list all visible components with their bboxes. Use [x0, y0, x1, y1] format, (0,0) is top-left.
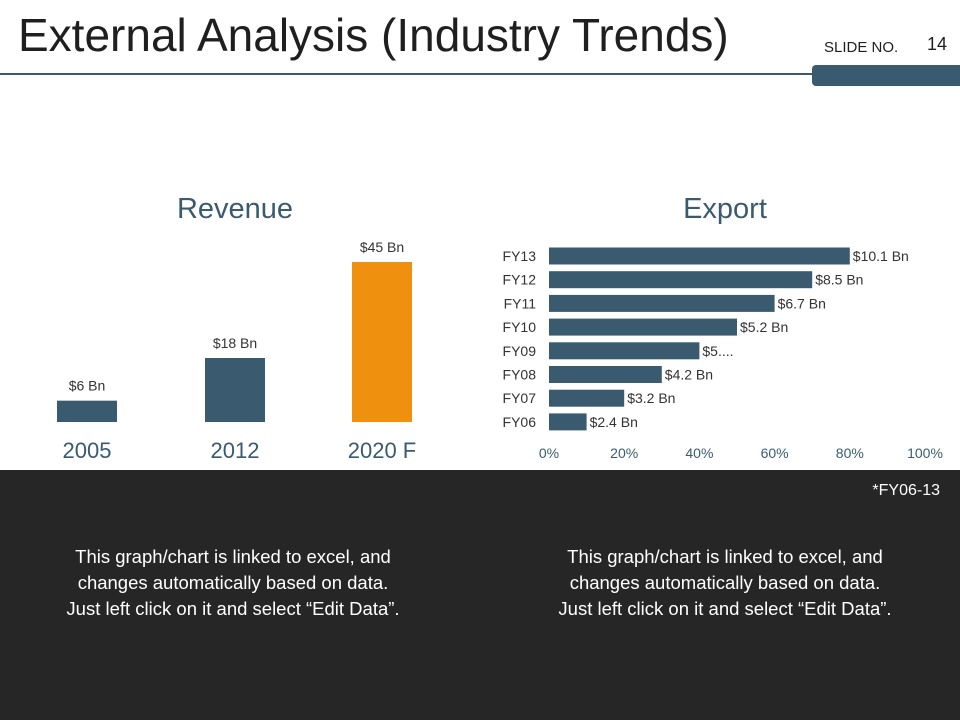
export-bar: [549, 294, 775, 312]
export-bar-label: $3.2 Bn: [627, 390, 675, 406]
revenue-category-label: 2005: [63, 438, 112, 463]
export-x-tick: 60%: [761, 445, 789, 461]
export-chart-title: Export: [683, 193, 767, 225]
export-bar-label: $8.5 Bn: [815, 272, 863, 288]
revenue-category-label: 2020 F: [348, 438, 417, 463]
export-category-label: FY08: [503, 367, 537, 383]
slide-number-label: SLIDE NO.: [824, 39, 899, 56]
export-bar-label: $2.4 Bn: [590, 414, 638, 430]
title-divider: [0, 73, 830, 75]
export-category-label: FY11: [504, 295, 537, 311]
note-left: This graph/chart is linked to excel, and…: [66, 546, 400, 619]
revenue-category-label: 2012: [211, 438, 260, 463]
export-x-tick: 20%: [610, 445, 638, 461]
revenue-bar: [57, 400, 117, 422]
export-bar-label: $4.2 Bn: [665, 367, 713, 383]
export-bar-label: $5.2 Bn: [740, 319, 788, 335]
revenue-bar: [352, 262, 412, 422]
export-x-tick: 100%: [907, 445, 943, 461]
note-right: This graph/chart is linked to excel, and…: [558, 546, 892, 619]
export-category-label: FY06: [503, 414, 537, 430]
revenue-bar-label: $45 Bn: [360, 239, 404, 255]
footnote: *FY06-13: [872, 482, 940, 499]
revenue-bar: [205, 358, 265, 422]
export-bar-label: $6.7 Bn: [778, 295, 826, 311]
export-category-label: FY07: [503, 390, 537, 406]
export-bar: [549, 389, 625, 407]
export-bar: [549, 413, 587, 431]
export-x-tick: 40%: [685, 445, 713, 461]
export-category-label: FY10: [503, 319, 537, 335]
export-category-label: FY13: [503, 248, 537, 264]
revenue-bar-label: $18 Bn: [213, 335, 257, 351]
export-bar: [549, 342, 700, 360]
export-bar: [549, 318, 737, 336]
revenue-chart-title: Revenue: [176, 193, 294, 225]
export-x-tick: 0%: [539, 445, 559, 461]
export-category-label: FY09: [503, 343, 537, 359]
revenue-bar-label: $6 Bn: [69, 378, 106, 394]
slide-number: 14: [927, 34, 948, 54]
export-bar-label: $10.1 Bn: [853, 248, 909, 264]
export-bar: [549, 366, 662, 383]
export-bar: [549, 247, 850, 265]
notes-panel: *FY06-13 This graph/chart is linked to e…: [0, 470, 960, 720]
page-title: External Analysis (Industry Trends): [18, 9, 729, 61]
export-bar: [549, 271, 813, 289]
slide-number-bar: [812, 65, 960, 86]
export-bar-label: $5....: [702, 343, 733, 359]
export-x-tick: 80%: [836, 445, 864, 461]
export-category-label: FY12: [503, 272, 537, 288]
